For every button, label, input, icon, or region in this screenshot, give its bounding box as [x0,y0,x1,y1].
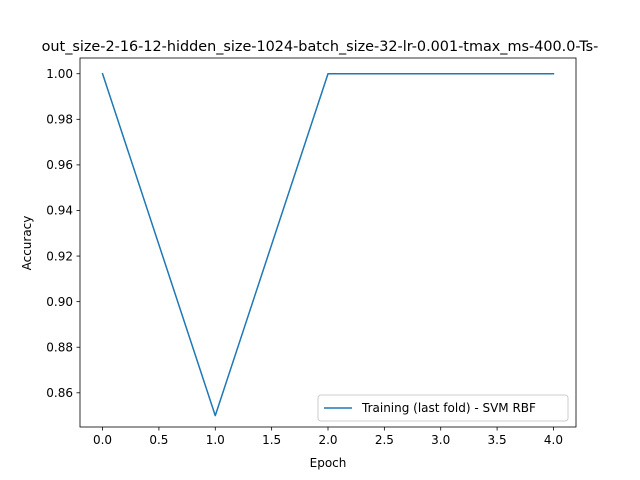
x-tick-label: 1.5 [262,433,281,447]
x-tick-label: 0.5 [149,433,168,447]
y-tick-label: 0.90 [46,295,73,309]
x-tick-label: 1.0 [206,433,225,447]
x-tick-label: 3.0 [431,433,450,447]
y-axis-label: Accuracy [20,216,34,271]
series-line-0 [101,72,555,417]
y-tick-label: 0.92 [46,249,73,263]
y-tick-label: 1.00 [46,67,73,81]
x-axis-label: Epoch [310,456,347,470]
x-tick-label: 3.5 [488,433,507,447]
legend-entry-label: Training (last fold) - SVM RBF [361,401,536,415]
plot-area: 0.0 0.5 1.0 1.5 2.0 2.5 3.0 3.5 4.0 0.86 0.88 0.90 0… [46,57,577,447]
x-tick-label: 2.5 [375,433,394,447]
y-tick-label: 0.94 [46,204,73,218]
legend-box [317,394,569,422]
y-tick-label: 0.88 [46,340,73,354]
legend: Training (last fold) - SVM RBF [317,394,569,422]
x-tick-label: 2.0 [318,433,337,447]
x-tick-label: 4.0 [544,433,563,447]
chart-title: out_size-2-16-12-hidden_size-1024-batch_… [42,39,599,55]
y-tick-label: 0.96 [46,158,73,172]
y-tick-label: 0.86 [46,386,73,400]
y-tick-label: 0.98 [46,113,73,127]
x-tick-label: 0.0 [93,433,112,447]
